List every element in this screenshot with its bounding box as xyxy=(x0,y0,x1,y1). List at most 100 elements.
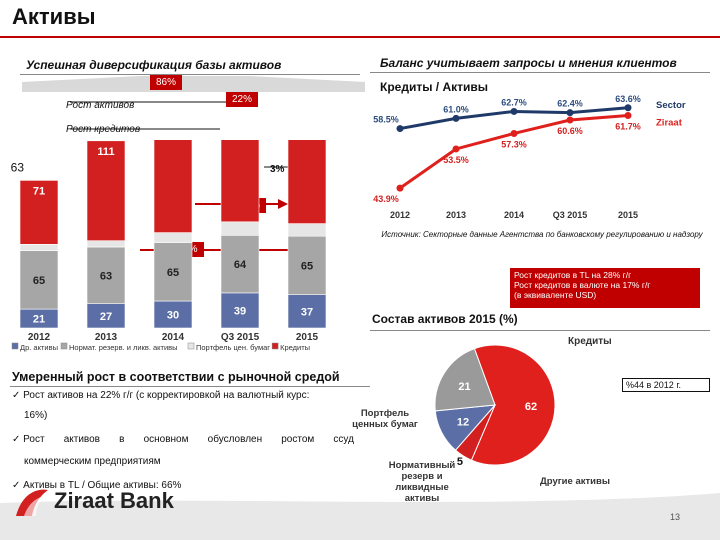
left-heading: Успешная диверсификация базы активов xyxy=(26,58,282,72)
loans-assets-line-chart: 58.5% 61.0% 62.7% 62.4% 63.6% Sector 43.9% 53.5… xyxy=(373,94,686,220)
stacked-bar-chart: 2165712012163276311120132083065142201424… xyxy=(10,140,327,352)
pie-label-other: Другие активы xyxy=(540,476,610,487)
line-value-label: 58.5% xyxy=(373,115,399,125)
bar-value-label: 27 xyxy=(100,311,112,323)
bar-segment xyxy=(287,294,327,329)
footer-band xyxy=(0,493,720,540)
bar-category-label: 2015 xyxy=(296,332,319,343)
bullet-2: ✓ Рост активов в основном обусловлен рос… xyxy=(12,434,354,445)
line-x-label: 2015 xyxy=(618,210,638,220)
title-divider xyxy=(0,36,720,38)
left-heading-line xyxy=(20,74,360,75)
bar-segment xyxy=(86,240,126,248)
legend-label: Портфель цен. бумаг xyxy=(196,343,270,352)
source-note: Источник: Секторные данные Агентства по … xyxy=(381,230,703,239)
bar-category-label: 2012 xyxy=(28,332,51,343)
line-value-label: 60.6% xyxy=(557,126,583,136)
pie-value-label: 5 xyxy=(457,456,463,468)
bar-value-label: 65 xyxy=(33,275,45,287)
bar-segment xyxy=(19,244,59,251)
check-icon: ✓ xyxy=(12,480,24,491)
line-value-label: 53.5% xyxy=(443,155,469,165)
bar-value-label: 37 xyxy=(301,306,313,318)
bar-value-label: 21 xyxy=(33,314,45,326)
legend-label: Нормат. резерв. и ликв. активы xyxy=(69,343,178,352)
loan-growth-line3: (в эквиваленте USD) xyxy=(514,290,597,300)
pct-22-badge: 22% xyxy=(226,92,259,107)
line-point xyxy=(452,145,460,153)
line-point xyxy=(510,129,518,137)
bar-segment xyxy=(86,303,126,329)
loan-growth-box: Рост кредитов в TL на 28% г/г Рост креди… xyxy=(510,268,700,308)
pct-86-badge: 86% xyxy=(150,75,183,90)
asset-growth-label: Рост активов xyxy=(66,100,135,111)
line-series xyxy=(399,114,629,190)
right-heading: Баланс учитывает запросы и мнения клиент… xyxy=(380,56,677,70)
moderate-heading-line xyxy=(10,386,370,387)
bullet-2-cont: коммерческим предприятиям xyxy=(24,456,161,467)
bar-value-label: 39 xyxy=(234,305,246,317)
line-chart-title: Кредиты / Активы xyxy=(380,80,488,94)
line-point xyxy=(624,104,632,112)
bar-total-label: 163 xyxy=(10,160,24,174)
right-heading-line xyxy=(370,72,710,73)
bar-segment xyxy=(86,140,126,242)
bar-segment xyxy=(153,232,193,243)
legend-swatch xyxy=(271,342,279,350)
bar-category-label: 2013 xyxy=(95,332,118,343)
pie-label-loans: Кредиты xyxy=(568,336,612,347)
pie-badge: %44 в 2012 г. xyxy=(622,378,710,392)
bar-segment xyxy=(153,140,193,233)
line-point xyxy=(566,109,574,117)
growth-arrow-wedge xyxy=(22,76,365,92)
bullet-3: ✓ Активы в TL / Общие активы: 66% xyxy=(12,480,182,491)
line-x-label: Q3 2015 xyxy=(553,210,588,220)
bar-segment xyxy=(220,221,260,236)
legend-label: Др. активы xyxy=(20,343,58,352)
pie-value-label: 62 xyxy=(525,401,537,413)
pie-label-portfolio: Портфель ценных бумаг xyxy=(352,408,418,430)
line-value-label: 61.0% xyxy=(443,104,469,114)
line-point xyxy=(624,112,632,120)
line-x-label: 2012 xyxy=(390,210,410,220)
line-point xyxy=(396,184,404,192)
loan-growth-label: Рост кредитов xyxy=(66,124,141,135)
check-icon: ✓ xyxy=(12,434,24,445)
line-value-label: 62.4% xyxy=(557,99,583,109)
bar-value-label: 65 xyxy=(301,260,313,272)
bar-category-label: 2014 xyxy=(162,332,185,343)
bullet-1-cont: 16%) xyxy=(24,410,48,421)
line-value-label: 63.6% xyxy=(615,94,641,104)
pct-3-label: 3% xyxy=(270,164,285,175)
line-value-label: 61.7% xyxy=(615,122,641,132)
bar-segment xyxy=(86,246,126,305)
bar-value-label: 65 xyxy=(167,267,179,279)
line-point xyxy=(452,114,460,122)
composition-heading: Состав активов 2015 (%) xyxy=(372,312,518,326)
line-point xyxy=(396,125,404,133)
bar-value-label: 71 xyxy=(33,185,45,197)
bar-segment xyxy=(19,180,59,245)
composition-heading-line xyxy=(370,330,710,331)
line-x-label: 2014 xyxy=(504,210,524,220)
bar-value-label: 64 xyxy=(234,259,247,271)
brand-name: Ziraat Bank xyxy=(54,488,174,513)
bar-segment xyxy=(153,300,193,329)
bullet-1: ✓ Рост активов на 22% г/г (с корректиров… xyxy=(12,390,310,401)
pie-value-label: 12 xyxy=(457,416,469,428)
moderate-heading: Умеренный рост в соответствии с рыночной… xyxy=(12,370,340,384)
bar-segment xyxy=(220,292,260,329)
ziraat-logo-icon xyxy=(16,489,48,516)
line-value-label: 57.3% xyxy=(501,139,527,149)
asset-composition-pie: 62 5 12 21 xyxy=(434,344,556,468)
line-value-label: 43.9% xyxy=(373,194,399,204)
bar-value-label: 30 xyxy=(167,310,179,322)
bar-category-label: Q3 2015 xyxy=(221,332,260,343)
line-point xyxy=(510,107,518,115)
line-value-label: 62.7% xyxy=(501,97,527,107)
bar-value-label: 111 xyxy=(97,146,114,158)
legend-swatch xyxy=(11,342,19,350)
line-point xyxy=(566,116,574,124)
bar-value-label: 63 xyxy=(100,270,112,282)
legend-swatch xyxy=(187,342,195,350)
